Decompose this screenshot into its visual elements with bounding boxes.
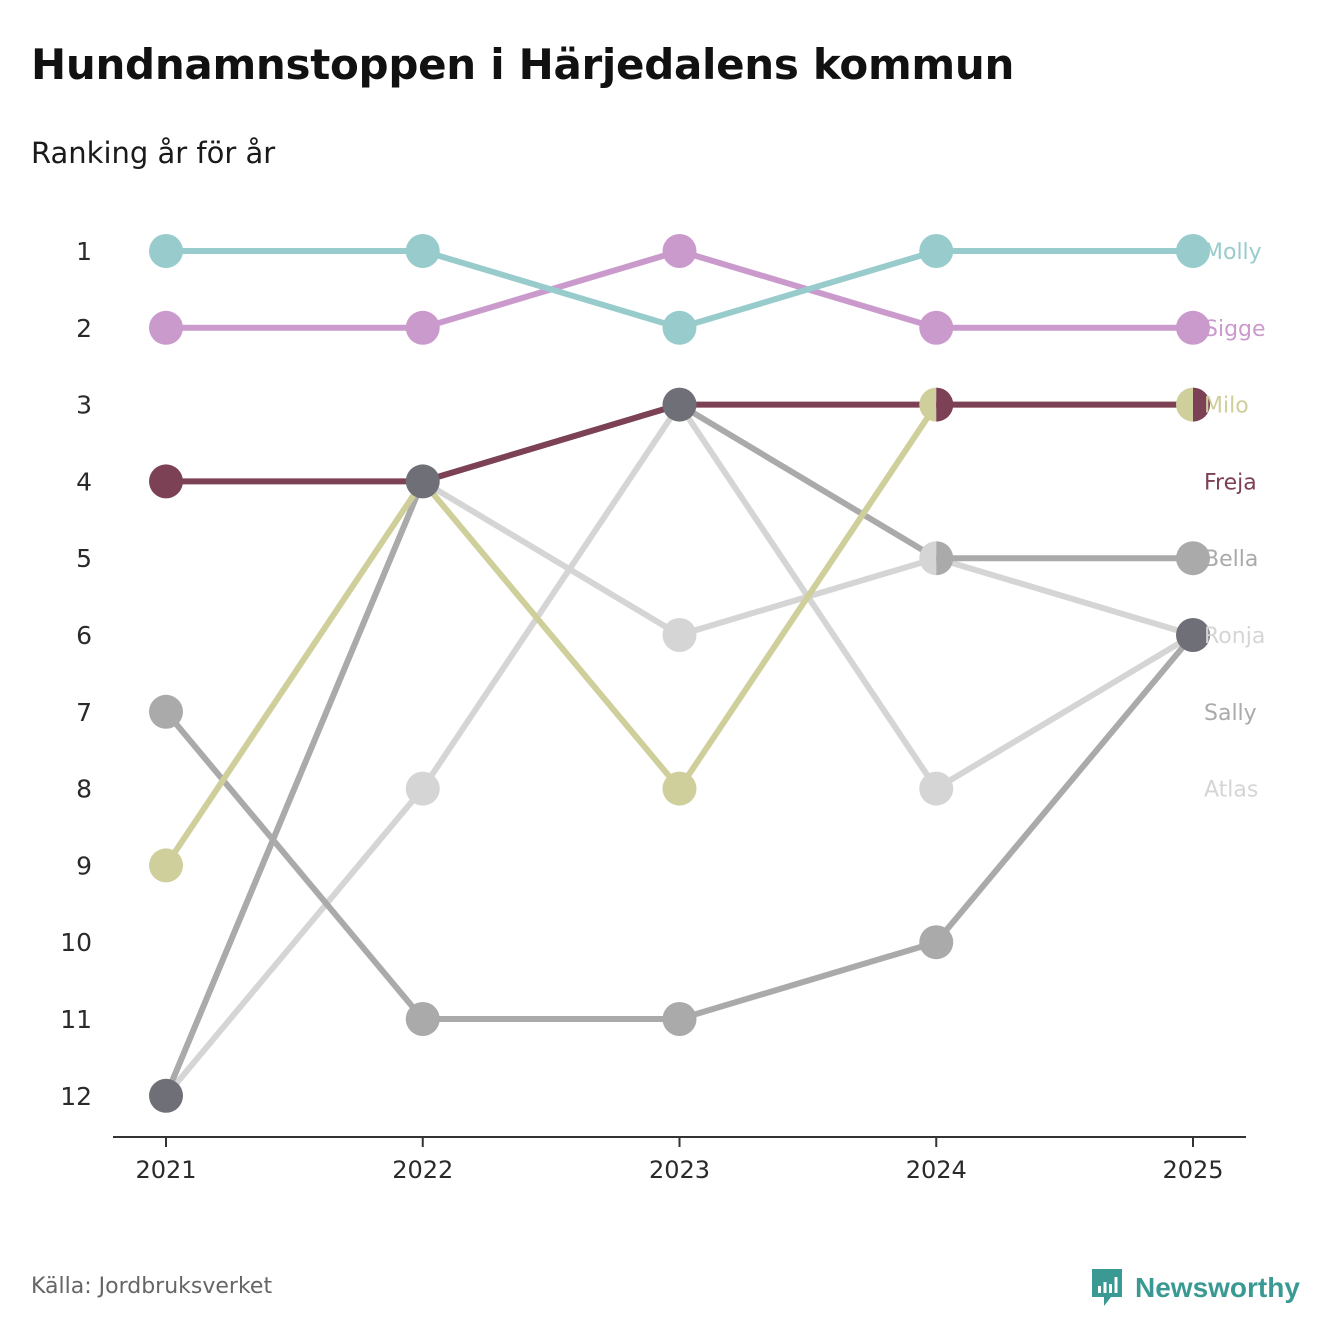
data-point-2022-rank-1 xyxy=(405,234,440,268)
y-tick-label-11: 11 xyxy=(60,1005,92,1034)
series-lines xyxy=(163,248,1196,1099)
end-label-molly: Molly xyxy=(1204,240,1262,265)
x-tick-label-2024: 2024 xyxy=(906,1156,967,1184)
y-tick-label-8: 8 xyxy=(76,775,92,804)
data-point-2024-rank-5 xyxy=(919,541,954,576)
data-point-half-ronja xyxy=(919,541,937,576)
series-line-bella xyxy=(163,401,1196,1099)
data-point-2025-rank-3 xyxy=(1176,387,1210,422)
y-tick-label-5: 5 xyxy=(76,544,92,573)
y-tick-label-9: 9 xyxy=(76,851,92,880)
data-point-2022-rank-11 xyxy=(405,1002,440,1036)
chart-title: Hundnamnstoppen i Härjedalens kommun xyxy=(31,40,1015,89)
data-point-half-milo xyxy=(1176,387,1193,422)
series-end-labels: Molly Sigge Milo Freja Bella Ronja Sally Atlas xyxy=(1204,240,1266,803)
brand-name: Newsworthy xyxy=(1135,1272,1300,1303)
data-point-2021-rank-1 xyxy=(149,234,183,268)
x-tick-label-2022: 2022 xyxy=(392,1156,453,1184)
y-tick-label-4: 4 xyxy=(76,467,92,496)
data-point-2025-rank-6 xyxy=(1176,618,1210,652)
end-label-bella: Bella xyxy=(1204,547,1258,572)
series-line-atlas xyxy=(163,401,1196,1099)
series-line-sally xyxy=(163,632,1196,1022)
y-tick-label-1: 1 xyxy=(76,237,92,266)
data-point-half-freja xyxy=(936,387,954,422)
data-point-2023-rank-8 xyxy=(662,771,697,806)
data-point-half-freja xyxy=(1193,387,1210,422)
data-point-2025-rank-1 xyxy=(1176,234,1210,268)
y-tick-label-2: 2 xyxy=(76,314,92,343)
data-point-2022-rank-4 xyxy=(405,464,440,499)
end-label-milo: Milo xyxy=(1204,394,1249,419)
y-tick-label-12: 12 xyxy=(60,1082,92,1111)
data-point-2021-rank-2 xyxy=(149,310,183,345)
end-label-freja: Freja xyxy=(1204,470,1257,495)
data-point-2023-rank-1 xyxy=(662,234,697,268)
data-point-2023-rank-2 xyxy=(662,310,697,345)
data-point-half-bella xyxy=(936,541,954,576)
data-point-2021-rank-4 xyxy=(149,464,183,499)
x-axis: 2021 2022 2023 2024 2025 xyxy=(113,1136,1246,1184)
data-point-2023-rank-3 xyxy=(662,387,697,422)
series-points xyxy=(149,234,1210,1113)
data-point-2024-rank-8 xyxy=(919,771,954,806)
data-point-2021-rank-9 xyxy=(149,848,183,883)
end-label-atlas: Atlas xyxy=(1204,778,1258,803)
newsworthy-logo-icon xyxy=(1092,1269,1122,1306)
end-label-sally: Sally xyxy=(1204,701,1257,726)
y-tick-label-3: 3 xyxy=(76,391,92,420)
data-point-2022-rank-8 xyxy=(405,771,440,806)
data-point-2025-rank-2 xyxy=(1176,310,1210,345)
y-tick-label-6: 6 xyxy=(76,621,92,650)
x-tick-label-2023: 2023 xyxy=(649,1156,710,1184)
source-note: Källa: Jordbruksverket xyxy=(31,1274,273,1299)
data-point-2022-rank-2 xyxy=(405,310,440,345)
y-tick-label-10: 10 xyxy=(60,928,92,957)
data-point-2024-rank-1 xyxy=(919,234,954,268)
data-point-2024-rank-10 xyxy=(919,925,954,960)
data-point-half-milo xyxy=(919,387,937,422)
data-point-2021-rank-12 xyxy=(149,1078,183,1113)
data-point-2024-rank-2 xyxy=(919,310,954,345)
end-label-sigge: Sigge xyxy=(1204,317,1266,342)
data-point-2025-rank-5 xyxy=(1176,541,1210,576)
data-point-2021-rank-7 xyxy=(149,694,183,729)
brand[interactable]: Newsworthy xyxy=(1089,1266,1300,1310)
data-point-2023-rank-6 xyxy=(662,618,697,652)
data-point-2023-rank-11 xyxy=(662,1002,697,1036)
data-point-2024-rank-3 xyxy=(919,387,954,422)
x-tick-label-2025: 2025 xyxy=(1162,1156,1223,1184)
y-tick-label-7: 7 xyxy=(76,698,92,727)
end-label-ronja: Ronja xyxy=(1204,624,1265,649)
x-tick-label-2021: 2021 xyxy=(135,1156,196,1184)
chart-subtitle: Ranking år för år xyxy=(31,136,276,170)
